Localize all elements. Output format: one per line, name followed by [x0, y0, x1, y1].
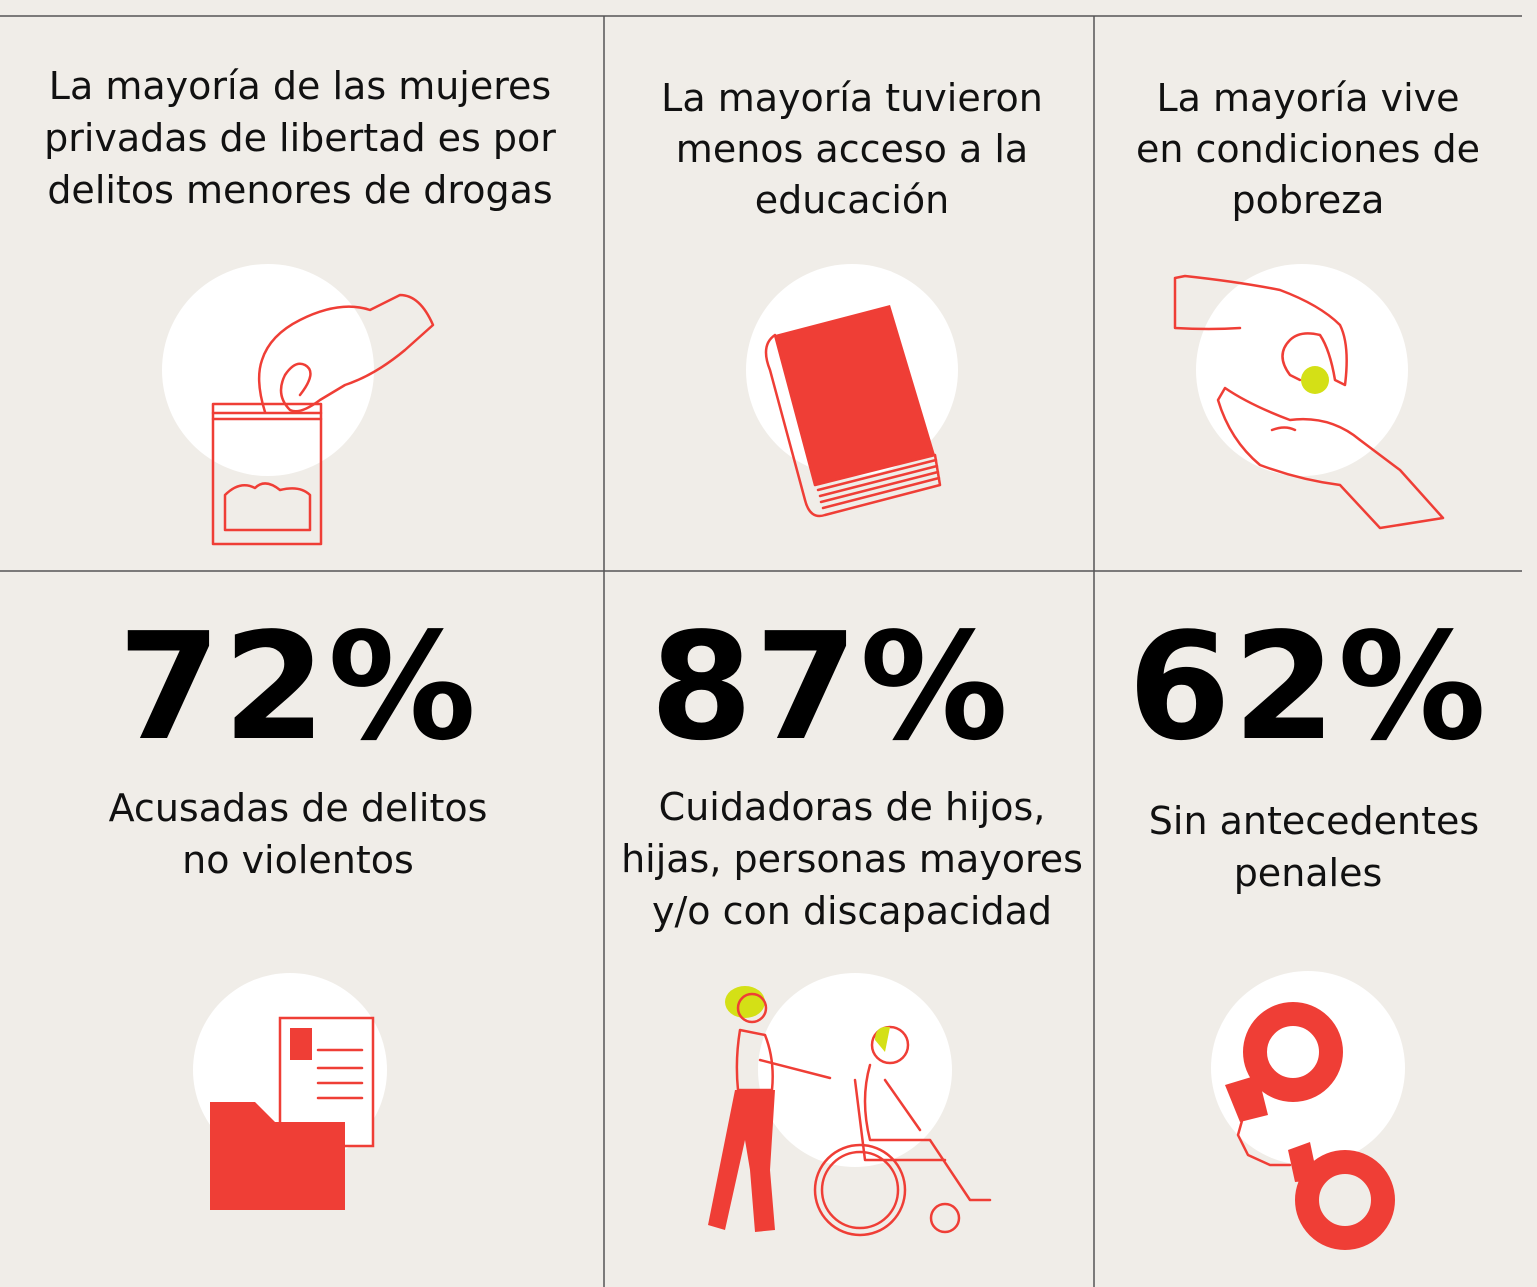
heading-line: privadas de libertad es por [44, 116, 556, 160]
heading-line: La mayoría tuvieron [661, 76, 1043, 120]
icon-folder-document [210, 1016, 375, 1210]
icon-book [764, 305, 942, 518]
caption-line: penales [1234, 851, 1383, 895]
icon-drug-bag [211, 293, 435, 546]
icon-hands-coin [1173, 274, 1445, 530]
heading-line: La mayoría de las mujeres [49, 64, 551, 108]
heading-line: educación [755, 178, 950, 222]
caption-line: hijas, personas mayores [621, 837, 1083, 881]
heading-line: menos acceso a la [676, 127, 1028, 171]
caption-line: Sin antecedentes [1149, 799, 1479, 843]
icon-caregiver-wheelchair [708, 986, 992, 1237]
caption-line: no violentos [182, 838, 414, 882]
icon-handcuffs [1225, 1002, 1395, 1250]
heading-line: en condiciones de [1136, 127, 1480, 171]
stat: 72% [118, 601, 478, 773]
caption-line: Cuidadoras de hijos, [659, 785, 1046, 829]
heading-line: delitos menores de drogas [47, 168, 552, 212]
stat: 62% [1128, 601, 1488, 773]
grid [0, 15, 1522, 1287]
heading-line: pobreza [1232, 178, 1385, 222]
heading-line: La mayoría vive [1156, 76, 1459, 120]
stat: 87% [650, 601, 1010, 773]
caption-line: y/o con discapacidad [652, 889, 1052, 933]
caption-line: Acusadas de delitos [109, 786, 488, 830]
